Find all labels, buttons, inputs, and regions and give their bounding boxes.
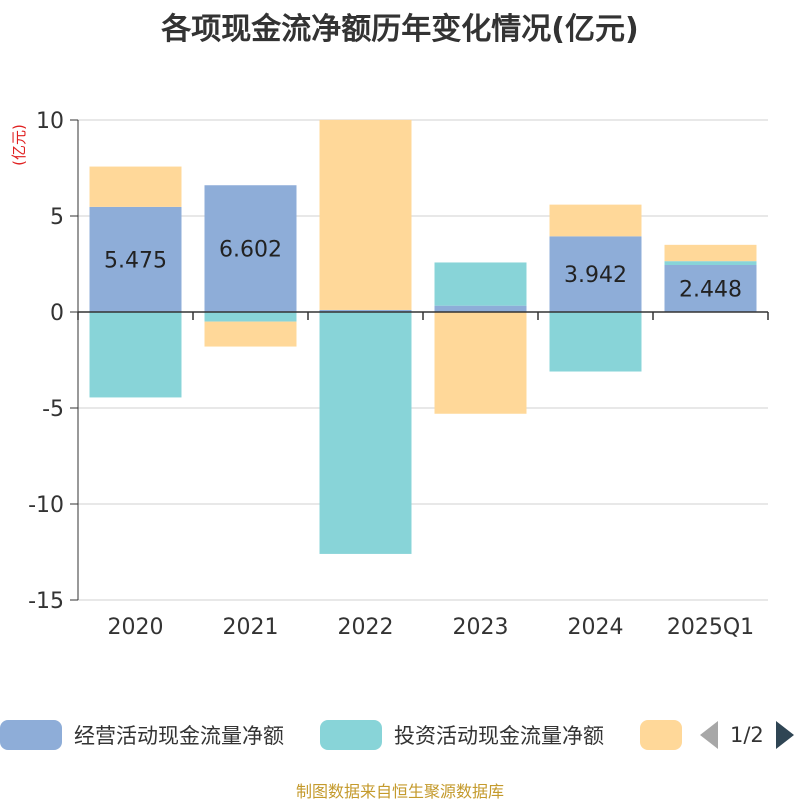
legend-label-operating: 经营活动现金流量净额 [74,724,284,748]
data-label-2021: 6.602 [219,238,282,263]
x-tick-label: 2022 [338,615,394,640]
legend: 经营活动现金流量净额 投资活动现金流量净额 1/2 [0,718,800,752]
bar-2025Q1-series-1 [664,261,757,265]
bar-2022-series-2 [319,119,412,310]
axis-layer: 10 5 0 -5 -10 -15 (亿元) 2020 2021 2022 2023 2024 2025… [10,109,754,640]
bar-2021-series-0 [204,185,297,312]
x-tick-label: 2021 [223,615,279,640]
bar-2024-series-0 [549,236,642,312]
bar-2023-series-2 [434,312,527,414]
legend-swatch-financing [640,720,682,750]
bar-layer [89,119,757,554]
bar-2023-series-1 [434,262,527,306]
chevron-left-icon[interactable] [700,721,718,749]
bar-2020-series-2 [89,166,182,207]
x-tick-label: 2023 [453,615,509,640]
legend-swatch-investing [320,720,382,750]
y-axis-unit-label: (亿元) [10,124,28,166]
label-layer: 5.475 6.602 3.942 2.448 [77,238,769,320]
bar-2021-series-2 [204,321,297,347]
bar-2025Q1-series-0 [664,264,757,312]
bar-2024-series-2 [549,204,642,237]
bar-2022-series-0 [319,309,412,312]
legend-swatch-operating [0,720,62,750]
y-tick-label: -10 [28,493,64,518]
source-note: 制图数据来自恒生聚源数据库 [295,782,504,801]
y-tick-label: -15 [28,589,64,614]
x-tick-label: 2020 [108,615,164,640]
x-tick-label: 2025Q1 [667,615,754,640]
legend-page-indicator: 1/2 [730,723,764,747]
bar-2020-series-1 [89,312,182,398]
bar-2020-series-0 [89,206,182,312]
bar-2024-series-1 [549,312,642,372]
bar-2022-series-1 [319,312,412,554]
legend-item-operating[interactable]: 经营活动现金流量净额 [0,718,284,752]
data-label-2024: 3.942 [564,263,627,288]
x-tick-label: 2024 [568,615,624,640]
bar-2023-series-0 [434,305,527,312]
bar-2025Q1-series-2 [664,244,757,262]
bar-2021-series-1 [204,312,297,322]
y-tick-label: -5 [42,397,64,422]
data-label-2025Q1: 2.448 [679,277,742,302]
chevron-right-icon[interactable] [775,721,794,749]
legend-item-financing[interactable] [640,718,682,752]
y-tick-label: 10 [36,109,64,134]
y-tick-label: 5 [50,205,64,230]
legend-label-investing: 投资活动现金流量净额 [394,724,604,748]
y-tick-label: 0 [50,301,64,326]
data-label-2020: 5.475 [104,248,167,273]
legend-item-investing[interactable]: 投资活动现金流量净额 [320,718,604,752]
chart-title: 各项现金流净额历年变化情况(亿元) [161,12,639,47]
legend-pager: 1/2 [700,718,794,752]
